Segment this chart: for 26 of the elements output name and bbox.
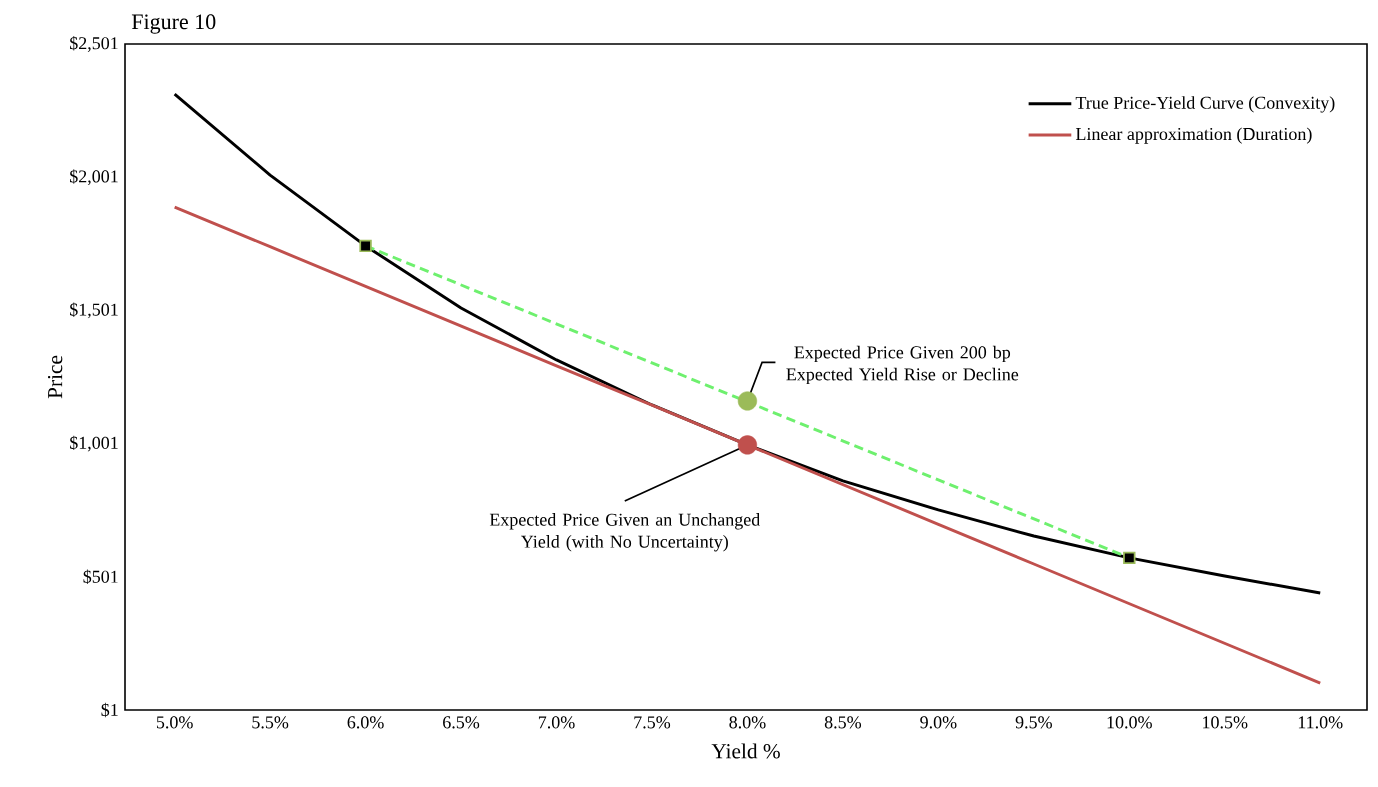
y-tick-label: $1 xyxy=(101,702,118,718)
x-tick-label: 7.0% xyxy=(538,716,575,729)
annotation: Expected Price Given an Unchanged Yield (with No Uncertainty) xyxy=(489,513,761,552)
x-tick-label: 9.5% xyxy=(1015,716,1052,729)
legend-label: Linear approximation (Duration) xyxy=(1075,127,1312,144)
chart-title: Figure 10 xyxy=(131,14,216,34)
y-tick-label: $1,501 xyxy=(70,302,118,319)
x-tick-label: 5.0% xyxy=(156,716,193,729)
x-axis-title: Yield % xyxy=(711,743,780,759)
x-tick-label: 5.5% xyxy=(252,716,289,729)
x-tick-label: 11.0% xyxy=(1298,716,1343,729)
y-axis-title: Price xyxy=(47,355,63,399)
y-tick-label: $2,001 xyxy=(70,169,118,186)
x-tick-label: 8.5% xyxy=(824,716,862,729)
y-tick-label: $1,001 xyxy=(70,435,118,452)
x-tick-label: 9.0% xyxy=(920,716,957,729)
x-tick-label: 7.5% xyxy=(634,716,671,729)
x-tick-label: 8.0% xyxy=(729,716,766,729)
annotation: Expected Price Given 200 bp Expected Yield Rise or Decline xyxy=(786,345,1019,385)
x-tick-label: 10.0% xyxy=(1107,716,1152,729)
y-tick-label: $2,501 xyxy=(70,36,118,52)
x-tick-label: 10.5% xyxy=(1203,716,1248,729)
y-tick-label: $501 xyxy=(83,569,118,584)
x-tick-label: 6.5% xyxy=(443,716,480,729)
legend-label: True Price-Yield Curve (Convexity) xyxy=(1075,96,1335,113)
x-tick-label: 6.0% xyxy=(347,716,384,729)
